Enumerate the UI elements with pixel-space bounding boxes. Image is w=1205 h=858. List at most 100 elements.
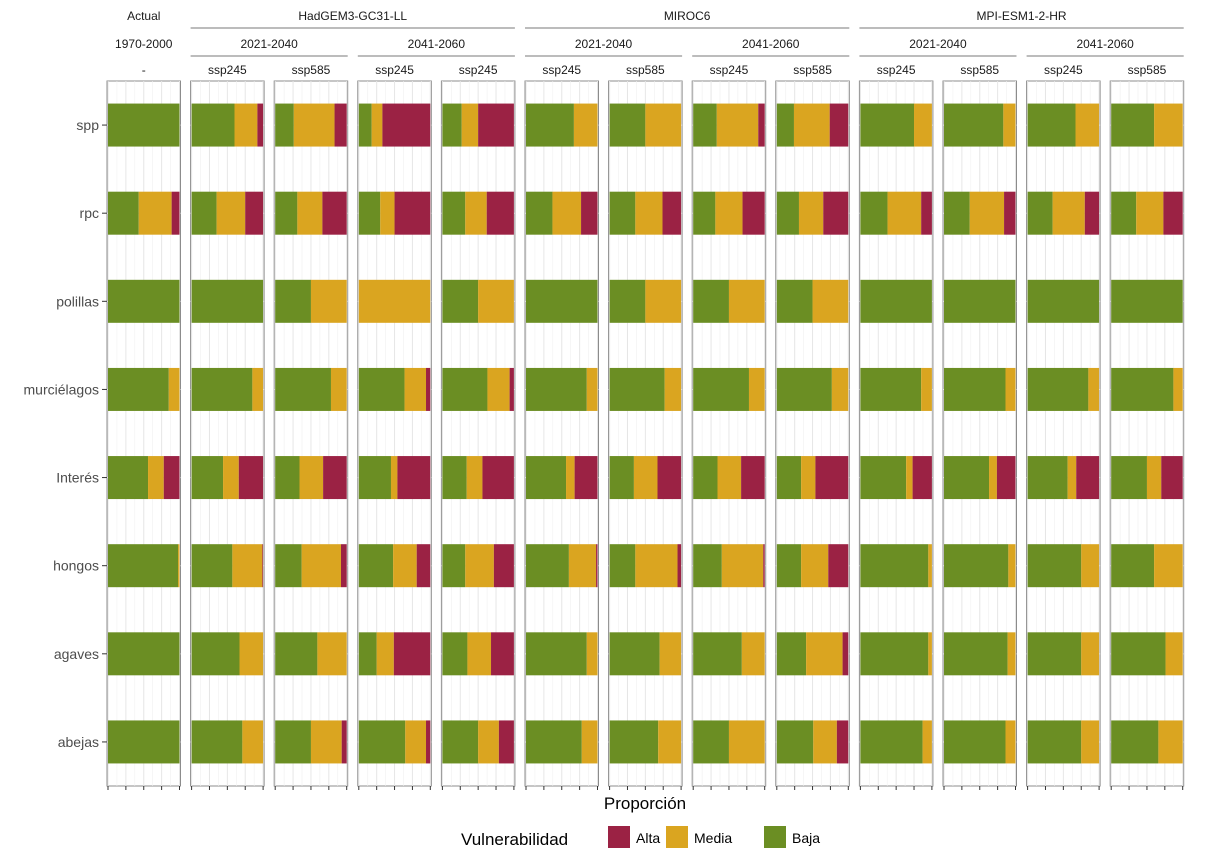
bar-segment-baja [693,720,729,764]
facet-panel [775,80,850,790]
bar-segment-media [921,367,932,411]
bar-segment-alta [662,191,682,235]
bar-segment-media [831,367,849,411]
bar-segment-alta [996,456,1016,500]
bar-segment-baja [1111,103,1155,147]
bar-segment-baja [191,279,264,323]
bar-segment-baja [275,720,311,764]
bar-segment-baja [860,279,932,323]
bar-segment-media [330,367,347,411]
bar-segment-alta [397,456,431,500]
bar-segment-alta [341,720,347,764]
bar-segment-baja [1027,544,1082,588]
bar-segment-media [404,367,427,411]
bar-segment-media [922,720,932,764]
legend-title: Vulnerabilidad [461,830,568,849]
bar-segment-media [232,544,263,588]
bar-segment-media [1008,544,1016,588]
bar-segment-media [1075,103,1100,147]
bar-segment-alta [171,191,180,235]
bar-segment-alta [581,191,598,235]
bar-segment-baja [108,367,169,411]
bar-segment-baja [442,456,467,500]
bar-segment-baja [108,279,180,323]
bar-segment-baja [609,191,636,235]
bar-segment-media [566,456,575,500]
bar-segment-media [297,191,323,235]
bar-segment-media [317,632,347,676]
bar-segment-alta [1161,456,1183,500]
bar-segment-baja [108,632,180,676]
bar-segment-baja [860,191,888,235]
bar-segment-baja [1027,279,1100,323]
bar-segment-baja [776,367,832,411]
strip-label: MIROC6 [664,9,711,23]
bar-segment-media [812,279,849,323]
bar-segment-media [148,456,164,500]
bar-segment-media [467,632,492,676]
bar-segment-alta [323,456,347,500]
bar-segment-baja [108,544,179,588]
bar-segment-media [914,103,932,147]
bar-segment-baja [526,191,553,235]
strip-label: 2041-2060 [1076,37,1134,51]
bar-segment-media [487,367,510,411]
bar-segment-alta [657,456,682,500]
legend-label: Media [694,830,732,846]
bar-segment-baja [1027,456,1068,500]
y-tick-label: Interés [56,470,99,486]
bar-segment-media [178,544,180,588]
facet-panel [273,80,349,790]
bar-segment-media [358,279,431,323]
bar-segment-baja [442,720,479,764]
bar-segment-baja [860,367,922,411]
bar-segment-media [465,544,494,588]
scenario-label: ssp245 [459,63,498,77]
scenario-label: ssp245 [542,63,581,77]
bar-segment-media [1005,367,1016,411]
bar-segment-media [887,191,922,235]
legend-swatch-alta [608,826,630,848]
legend-swatch-baja [764,826,786,848]
strip-label: Actual [127,9,160,23]
bar-segment-baja [191,103,235,147]
bar-segment-media [216,191,246,235]
facet-headers: - ssp245 ssp585 ssp245 ssp245 ssp245 ssp585 ssp… [115,9,1184,77]
bar-segment-media [465,191,487,235]
bar-segment-baja [776,103,794,147]
bar-segment-media [645,103,682,147]
bar-segment-baja [275,191,298,235]
bar-segment-media [664,367,682,411]
bar-segment-alta [912,456,932,500]
bar-segment-baja [776,456,802,500]
bar-segment-alta [742,191,765,235]
bar-segment-media [928,632,932,676]
bar-segment-media [581,720,598,764]
bar-segment-media [301,544,341,588]
y-tick-label: spp [76,117,99,133]
y-tick-label: rpc [80,205,99,221]
bar-segment-media [798,191,824,235]
strip-label: 2021-2040 [909,37,967,51]
bar-segment-baja [191,720,243,764]
bar-segment-media [635,191,663,235]
bar-segment-media [478,279,514,323]
bar-segment-baja [275,632,318,676]
bar-segment-baja [776,544,802,588]
strip-label: 2041-2060 [408,37,466,51]
bar-segment-media [806,632,843,676]
bar-segment-alta [758,103,765,147]
bar-segment-media [1165,632,1183,676]
scenario-label: ssp245 [1044,63,1083,77]
scenario-label: ssp585 [793,63,832,77]
scenario-label: ssp245 [877,63,916,77]
bar-segment-alta [163,456,180,500]
bar-segment-media [239,632,264,676]
bar-segment-media [989,456,997,500]
bar-segment-alta [1084,191,1100,235]
legend-swatch-media [666,826,688,848]
bar-segment-alta [482,456,514,500]
bar-segment-baja [442,544,466,588]
bar-segment-baja [944,544,1009,588]
